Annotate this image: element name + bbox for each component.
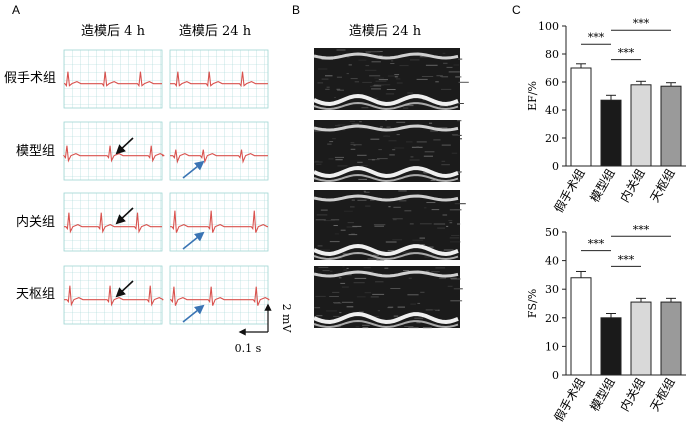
ecg-strip-neiguan-24h	[169, 192, 269, 252]
y-tick-label: 30	[545, 283, 559, 296]
category-label: 模型组	[587, 376, 617, 414]
category-label: 假手术组	[551, 376, 587, 425]
row-label-sham: 假手术组	[4, 71, 56, 86]
category-label: 天枢组	[647, 375, 678, 414]
y-tick-label: 0	[552, 160, 559, 173]
significance-label: ***	[633, 223, 650, 236]
bar	[600, 99, 622, 167]
scale-time-label: 0.1 s	[235, 342, 262, 355]
bar-chart-ef: 0 20 40 60 80 100 EF/% 假手术组 模型组 内关组 天枢组 *** *** ***	[526, 17, 686, 215]
category-label: 模型组	[587, 167, 617, 205]
panel-b-title: 造模后 24 h	[349, 24, 422, 39]
row-label-model: 模型组	[16, 144, 55, 159]
bar	[570, 277, 592, 376]
ecg-strip-tianshu-24h	[169, 265, 270, 325]
category-label: 假手术组	[551, 167, 587, 216]
ecg-strip-neiguan-4h	[63, 192, 163, 252]
panel-b: B 造模后 24 h	[292, 3, 469, 329]
y-tick-label: 80	[545, 48, 559, 61]
scale-voltage-label: 2 mV	[280, 304, 293, 334]
panel-a-letter: A	[12, 3, 20, 17]
echo-image-model	[313, 120, 462, 183]
y-tick-label: 60	[545, 76, 559, 89]
y-tick-label: 0	[552, 369, 559, 382]
bar	[630, 301, 652, 376]
panel-c-letter: C	[512, 3, 521, 17]
bar	[660, 301, 682, 376]
panel-b-letter: B	[292, 3, 300, 17]
echo-image-neiguan	[313, 190, 466, 261]
y-tick-label: 10	[545, 340, 559, 353]
category-label: 天枢组	[647, 166, 678, 205]
y-tick-label: 40	[545, 255, 559, 268]
panel-a: A 造模后 4 h 造模后 24 h 假手术组 模型组 内关组 天枢组 2 mV…	[4, 3, 293, 355]
arrow-neiguan-4h	[115, 207, 134, 225]
arrow-neiguan-24h	[182, 231, 205, 250]
y-tick-label: 40	[545, 104, 559, 117]
arrow-tianshu-4h	[115, 280, 134, 298]
echo-image-tianshu	[313, 266, 463, 329]
category-label: 内关组	[617, 167, 647, 205]
arrow-tianshu-24h	[182, 304, 205, 323]
column-title-4h: 造模后 4 h	[81, 24, 146, 39]
bar	[660, 85, 682, 167]
column-title-24h: 造模后 24 h	[179, 24, 252, 39]
significance-label: ***	[588, 238, 605, 251]
significance-label: ***	[618, 47, 635, 60]
scale-bar: 2 mV 0.1 s	[235, 303, 293, 355]
y-axis-label: FS/%	[526, 289, 539, 318]
bar	[600, 317, 622, 376]
y-tick-label: 100	[538, 20, 559, 33]
arrow-model-24h	[182, 160, 205, 179]
row-label-tianshu: 天枢组	[16, 287, 55, 302]
bar-chart-fs: 0 10 20 30 40 50 FS/% 假手术组 模型组 内关组 天枢组 *** *** ***	[526, 223, 686, 424]
y-axis-label: EF/%	[526, 81, 539, 111]
significance-label: ***	[588, 31, 605, 44]
y-tick-label: 20	[545, 132, 559, 145]
bar	[570, 67, 592, 167]
arrow-model-4h	[115, 137, 134, 155]
ecg-strip-sham-4h	[63, 49, 163, 109]
echo-image-sham	[313, 48, 469, 111]
ecg-strip-sham-24h	[169, 49, 269, 109]
significance-label: ***	[618, 253, 635, 266]
y-tick-label: 50	[545, 226, 559, 239]
y-tick-label: 20	[545, 312, 559, 325]
category-label: 内关组	[617, 376, 647, 414]
ecg-strip-tianshu-4h	[63, 265, 164, 325]
significance-label: ***	[633, 17, 650, 30]
bar	[630, 84, 652, 167]
ecg-strip-model-4h	[62, 121, 165, 181]
row-label-neiguan: 内关组	[16, 214, 55, 230]
ecg-strip-model-24h	[169, 121, 269, 181]
